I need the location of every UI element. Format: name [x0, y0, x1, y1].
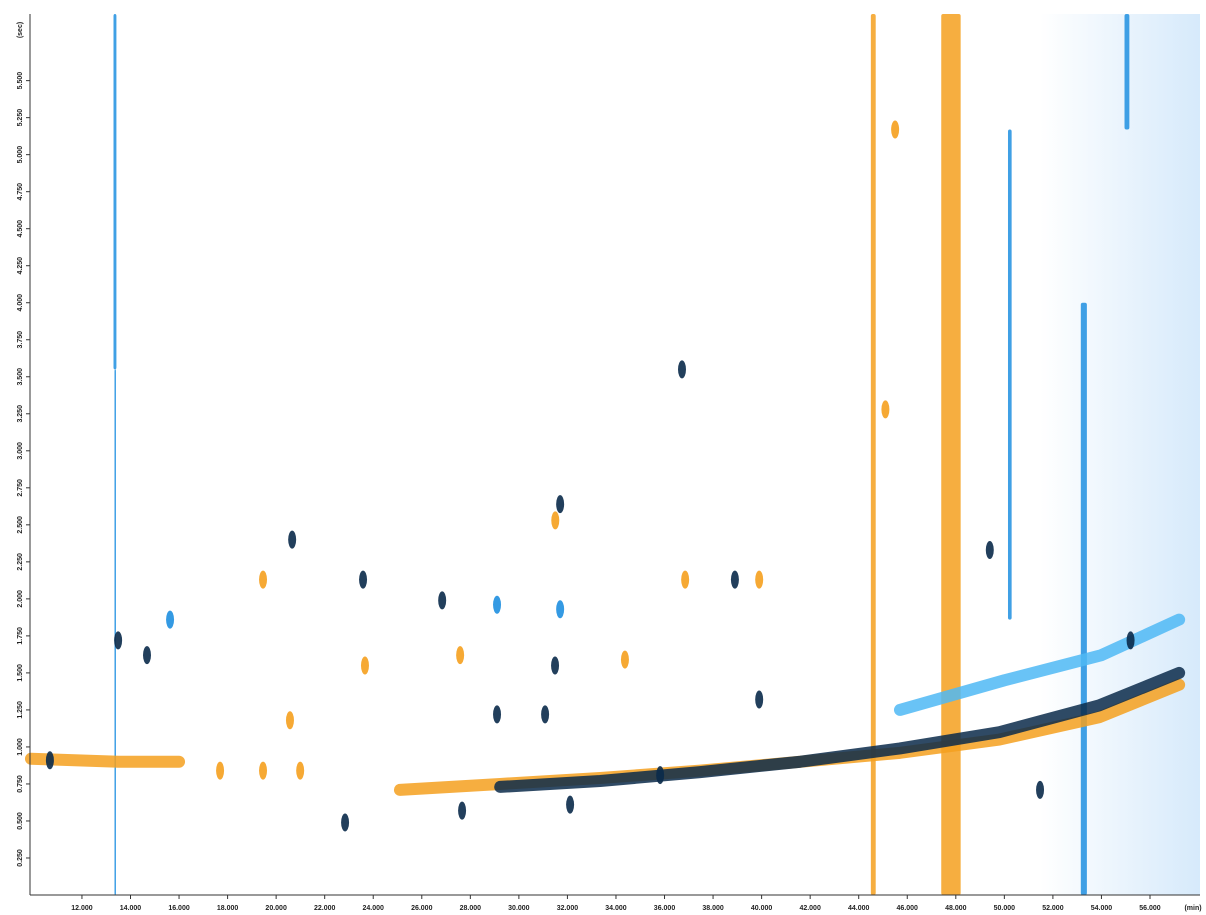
y-tick-label: 1.000 — [17, 738, 24, 756]
spot — [678, 360, 686, 378]
spot — [288, 531, 296, 549]
spot — [359, 571, 367, 589]
x-tick-label: 48.000 — [945, 905, 967, 912]
x-tick-label: 46.000 — [897, 905, 919, 912]
spot — [114, 631, 122, 649]
y-tick-label: 4.250 — [17, 257, 24, 275]
y-tick-label: 2.750 — [17, 479, 24, 497]
x-tick-label: 20.000 — [265, 905, 287, 912]
x-tick-label: 52.000 — [1042, 905, 1064, 912]
spot — [259, 762, 267, 780]
y-tick-label: 2.000 — [17, 590, 24, 608]
spot — [731, 571, 739, 589]
streak — [941, 14, 960, 895]
x-tick-label: 24.000 — [363, 905, 385, 912]
y-tick-label: 0.750 — [17, 775, 24, 793]
streak — [1008, 129, 1012, 619]
x-tick-label: 54.000 — [1091, 905, 1113, 912]
x-tick-label: 26.000 — [411, 905, 433, 912]
x-tick-label: 44.000 — [848, 905, 870, 912]
spot — [551, 511, 559, 529]
streak — [1081, 303, 1087, 895]
y-tick-label: 0.250 — [17, 849, 24, 867]
y-tick-label: 4.000 — [17, 294, 24, 312]
y-tick-label: 1.500 — [17, 664, 24, 682]
x-tick-label: 30.000 — [508, 905, 530, 912]
spot — [216, 762, 224, 780]
plot-area — [31, 14, 1179, 895]
x-tick-label: 42.000 — [799, 905, 821, 912]
y-tick-label: 3.500 — [17, 368, 24, 386]
y-tick-label: 3.000 — [17, 442, 24, 460]
x-tick-label: 34.000 — [605, 905, 627, 912]
spot — [166, 611, 174, 629]
spot — [438, 591, 446, 609]
y-tick-label: 0.500 — [17, 812, 24, 830]
spot — [1036, 781, 1044, 799]
y-tick-label: 1.750 — [17, 627, 24, 645]
spot — [755, 571, 763, 589]
x-tick-label: 38.000 — [702, 905, 724, 912]
spot — [286, 711, 294, 729]
x-tick-label: 18.000 — [217, 905, 239, 912]
spot — [566, 796, 574, 814]
spot — [621, 651, 629, 669]
streak — [114, 14, 117, 369]
y-tick-label: 3.750 — [17, 331, 24, 349]
y-tick-label: 2.500 — [17, 516, 24, 534]
y-tick-label: 4.750 — [17, 183, 24, 201]
x-tick-label: 50.000 — [994, 905, 1016, 912]
streak — [1125, 14, 1130, 129]
x-tick-label: 22.000 — [314, 905, 336, 912]
spot — [1127, 631, 1135, 649]
x-tick-label: 14.000 — [120, 905, 142, 912]
spot — [46, 751, 54, 769]
spot — [458, 802, 466, 820]
y-tick-label: 5.500 — [17, 72, 24, 90]
x-tick-label: 12.000 — [71, 905, 93, 912]
spot — [556, 600, 564, 618]
spot — [681, 571, 689, 589]
y-tick-label: 1.250 — [17, 701, 24, 719]
x-tick-label: 28.000 — [460, 905, 482, 912]
x-tick-label: 40.000 — [751, 905, 773, 912]
y-axis-label: (sec) — [17, 22, 24, 38]
y-tick-label: 4.500 — [17, 220, 24, 238]
spot — [493, 705, 501, 723]
y-tick-label: 5.000 — [17, 146, 24, 164]
spot — [656, 766, 664, 784]
chart: (min) (sec) 12.000 14.000 16.000 18.000 20.0… — [0, 0, 1206, 915]
y-tick-label: 5.250 — [17, 109, 24, 127]
spot — [296, 762, 304, 780]
y-tick-label: 3.250 — [17, 405, 24, 423]
x-tick-label: 36.000 — [654, 905, 676, 912]
spot — [556, 495, 564, 513]
background-haze — [1040, 14, 1200, 895]
streak — [871, 14, 876, 895]
spot — [341, 813, 349, 831]
spot — [456, 646, 464, 664]
spot — [986, 541, 994, 559]
spot — [259, 571, 267, 589]
spot — [493, 596, 501, 614]
spot — [551, 656, 559, 674]
streak — [114, 369, 116, 895]
spot — [143, 646, 151, 664]
x-tick-label: 16.000 — [168, 905, 190, 912]
x-axis-label: (min) — [1184, 905, 1201, 912]
spot — [891, 120, 899, 138]
spot — [541, 705, 549, 723]
x-tick-label: 32.000 — [557, 905, 579, 912]
x-tick-label: 56.000 — [1139, 905, 1161, 912]
page: {"chart_data": {"type": "scatter", "x_la… — [0, 0, 1206, 915]
y-tick-label: 2.250 — [17, 553, 24, 571]
spot — [361, 656, 369, 674]
spot — [755, 691, 763, 709]
spot — [881, 400, 889, 418]
